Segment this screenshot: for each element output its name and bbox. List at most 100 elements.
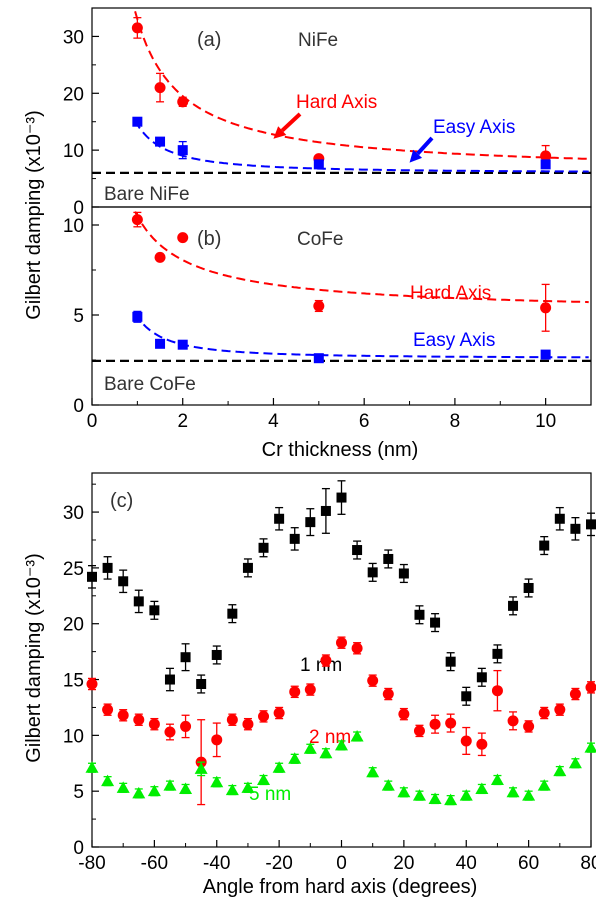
- panel-b-series-1-point: [540, 349, 551, 360]
- panel-c-series-1-point: [351, 642, 363, 654]
- panel-c-series-1-point: [148, 718, 160, 730]
- panel-c-series-2-point: [132, 786, 146, 799]
- panel-b-series-0-point: [177, 232, 189, 244]
- panel-c-series-0-point: [258, 542, 269, 553]
- panel-b-xtick-label: 8: [450, 411, 461, 432]
- panel-c-ytick-label: 30: [63, 503, 84, 524]
- panel-b-xtick-label: 6: [359, 411, 370, 432]
- panel-c-series-2-point: [116, 781, 130, 793]
- panel-c-series-1-point: [523, 720, 535, 732]
- panel-b-series-1-point: [177, 339, 188, 350]
- panel-a-arrow-head: [273, 126, 287, 139]
- panel-a-series-0-point: [131, 22, 143, 34]
- panel-c-series-1-point: [117, 709, 129, 721]
- panel-c-series-1-point: [398, 708, 410, 720]
- panel-c-series-2-point: [584, 741, 596, 753]
- panel-c-series-2-point: [397, 785, 411, 798]
- panel-c-series-2-point: [272, 761, 286, 773]
- panel-a-series-1-point: [313, 159, 324, 170]
- panel-c-series-0-point: [554, 513, 565, 524]
- panel-a-arrow-shaft: [416, 136, 434, 156]
- panel-c-series-2-point: [101, 774, 115, 787]
- panel-b-ytick-label: 5: [73, 306, 84, 327]
- panel-b-fit-curve-1: [134, 312, 589, 359]
- panel-c-series-1-point: [445, 717, 457, 729]
- panel-c-series-0-point: [336, 492, 347, 503]
- panel-c-series-1-point: [538, 707, 550, 719]
- panel-c-series-1-point: [242, 718, 254, 730]
- panel-a-arrow-shaft: [280, 112, 302, 133]
- panel-c-series-0-point: [87, 571, 97, 582]
- panel-c-series-0-point: [523, 582, 534, 593]
- panel-c-series-2-point: [303, 742, 317, 754]
- panel-b-xtick-label: 2: [177, 411, 188, 432]
- panel-c-series-0-point: [274, 513, 285, 524]
- panel-c-series-2-point: [179, 782, 193, 794]
- panel-c-xtick-label: 80: [580, 853, 596, 874]
- panel-a-series-0-point: [177, 96, 189, 108]
- panel-c-series-1-point: [289, 686, 301, 698]
- panel-c-series-2-point: [147, 784, 161, 797]
- panel-c-series-1-point: [102, 704, 114, 716]
- panel-b-xtick-label: 10: [535, 411, 556, 432]
- panel-c-series-0-point: [242, 562, 253, 573]
- panel-c-series-0-point: [227, 608, 238, 619]
- panel-b-ytick-label: 10: [63, 216, 84, 237]
- panel-c-xtick-label: -80: [78, 853, 105, 874]
- panel-c-series-2-point: [428, 792, 442, 804]
- panel-c-series-0-point: [289, 533, 300, 544]
- panel-a-material: NiFe: [298, 30, 338, 51]
- panel-c-series-1-point: [460, 735, 472, 747]
- panel-b-baseline-label: Bare CoFe: [104, 374, 196, 395]
- panel-c-series-1-point: [476, 738, 488, 750]
- panel-b-easy-axis-label: Easy Axis: [413, 330, 495, 351]
- panel-c-series-2-point: [381, 779, 395, 791]
- panel-a-baseline-label: Bare NiFe: [104, 184, 190, 205]
- panel-b-series-0-point: [131, 214, 143, 226]
- series-label-5nm: 5 nm: [249, 784, 291, 805]
- panel-c-series-2-point: [85, 761, 99, 773]
- panel-c-xtick-label: 40: [456, 853, 477, 874]
- panel-a-series-0-point: [540, 150, 552, 162]
- panel-c-angle: (c) 1 nm 2 nm 5 nm 0 5 10 15 20 25 30 -80 -60 -40…: [63, 472, 596, 874]
- panel-a-fit-curve-1: [134, 120, 589, 173]
- y-axis-label-ab: Gilbert damping (x10⁻³): [23, 110, 45, 320]
- panel-a-easy-axis-label: Easy Axis: [433, 117, 515, 138]
- panel-a-series-1-point: [132, 116, 143, 127]
- panel-c-ytick-label: 20: [63, 615, 84, 636]
- panel-b-series-0-point: [154, 251, 166, 263]
- panel-a-series-1-point: [177, 145, 188, 156]
- panel-c-xtick-label: -40: [203, 853, 230, 874]
- panel-b-hard-axis-label: Hard Axis: [410, 283, 491, 304]
- panel-c-series-0-point: [149, 605, 160, 616]
- panel-a-ytick-label: 30: [63, 27, 84, 48]
- panel-c-series-1-point: [491, 685, 503, 697]
- panel-c-series-2-point: [210, 775, 224, 788]
- panel-c-series-2-point: [350, 729, 364, 742]
- panel-c-xtick-label: -20: [265, 853, 292, 874]
- panel-b-series-0-point: [313, 300, 325, 312]
- panel-c-series-1-point: [554, 704, 566, 716]
- panel-b-material: CoFe: [297, 229, 343, 250]
- panel-b-series-1-point: [313, 353, 324, 364]
- panel-c-ytick-label: 25: [63, 559, 84, 580]
- panel-c-series-2-point: [194, 762, 208, 774]
- panel-c-xtick-label: -60: [141, 853, 168, 874]
- panel-c-xtick-label: 60: [518, 853, 539, 874]
- panel-c-series-0-point: [211, 649, 222, 660]
- panel-c-series-2-point: [366, 765, 380, 778]
- panel-c-series-1-point: [585, 681, 596, 693]
- panel-c-series-0-point: [586, 519, 596, 530]
- panel-a-fit-curve-0: [134, 11, 589, 160]
- panel-c-series-0-point: [476, 672, 487, 683]
- panel-c-series-2-point: [490, 773, 504, 786]
- panel-b-frame: [91, 206, 592, 406]
- panel-c-series-2-point: [288, 752, 302, 764]
- panel-b-series-1-point: [155, 338, 166, 349]
- panel-c-series-2-point: [335, 738, 348, 751]
- panel-c-series-2-point: [475, 782, 489, 794]
- panel-c-series-0-point: [383, 553, 394, 564]
- panel-c-series-0-point: [118, 576, 129, 587]
- panel-c-series-0-point: [430, 617, 441, 628]
- panel-c-series-0-point: [102, 562, 113, 573]
